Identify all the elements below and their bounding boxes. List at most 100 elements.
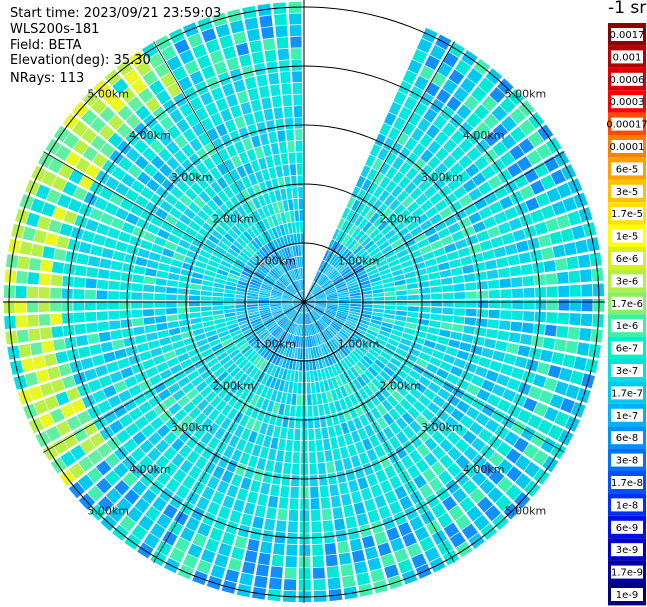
ray-cell — [336, 285, 348, 291]
ray-cell — [453, 308, 466, 316]
ray-cell — [157, 330, 170, 339]
ray-cell — [543, 156, 560, 173]
ray-cell — [359, 254, 371, 264]
ray-cell — [463, 203, 478, 216]
ray-cell — [78, 241, 92, 254]
ray-cell — [344, 253, 355, 263]
ray-cell — [407, 311, 419, 318]
ray-cell — [309, 324, 314, 336]
ray-cell — [39, 382, 54, 397]
ray-cell — [497, 330, 510, 341]
ray-cell — [376, 403, 388, 416]
ray-cell — [189, 306, 201, 313]
ray-cell — [229, 269, 241, 277]
ray-cell — [353, 417, 363, 430]
ray-cell — [191, 393, 204, 406]
ray-cell — [193, 441, 207, 455]
ray-cell — [337, 246, 347, 257]
ray-cell — [393, 243, 406, 254]
ray-cell — [430, 240, 443, 251]
ray-cell — [107, 290, 120, 300]
ray-cell — [293, 440, 301, 452]
ray-cell — [344, 322, 356, 330]
ray-cell — [419, 484, 434, 499]
ray-cell — [179, 459, 194, 474]
ray-cell — [311, 532, 323, 545]
ray-cell — [264, 518, 276, 531]
ray-cell — [376, 417, 388, 430]
ray-cell — [344, 433, 354, 446]
ray-cell — [246, 304, 258, 308]
ray-cell — [360, 310, 373, 315]
ray-cell — [327, 239, 335, 251]
ray-cell — [405, 322, 417, 330]
ray-cell — [339, 446, 350, 459]
ray-cell — [326, 566, 340, 579]
ray-cell — [143, 532, 160, 549]
ray-cell — [464, 362, 478, 374]
ray-cell — [240, 388, 250, 401]
ray-cell — [408, 86, 424, 101]
ray-cell — [289, 405, 296, 417]
ray-cell — [254, 505, 266, 518]
ray-cell — [377, 147, 389, 161]
ray-cell — [430, 307, 443, 314]
ray-cell — [475, 271, 488, 281]
ray-cell — [266, 424, 275, 437]
ray-cell — [149, 374, 163, 386]
ray-cell — [204, 269, 216, 278]
ray-cell — [81, 127, 97, 144]
ray-cell — [495, 495, 512, 512]
ray-cell — [418, 179, 431, 193]
ray-cell — [337, 292, 349, 296]
ray-cell — [485, 418, 500, 433]
ray-cell — [251, 320, 263, 328]
ray-cell — [366, 473, 379, 487]
ray-cell — [202, 244, 214, 254]
ray-cell — [452, 275, 465, 284]
ray-cell — [327, 577, 341, 590]
ray-cell — [460, 255, 473, 266]
ray-cell — [142, 292, 154, 300]
ray-cell — [424, 185, 437, 199]
ray-cell — [442, 79, 458, 95]
ray-cell — [247, 538, 260, 552]
ray-cell — [134, 371, 148, 383]
ray-cell — [15, 285, 27, 299]
ray-cell — [360, 287, 372, 292]
ray-cell — [364, 369, 375, 381]
ray-cell — [538, 390, 554, 405]
ray-cell — [351, 332, 363, 341]
ray-cell — [491, 384, 506, 397]
ray-cell — [148, 251, 161, 262]
ray-cell — [387, 338, 400, 347]
ray-cell — [75, 335, 89, 347]
ray-cell — [293, 302, 304, 305]
ray-cell — [310, 498, 320, 510]
ray-cell — [216, 326, 228, 334]
ray-cell — [150, 215, 164, 228]
ray-cell — [406, 542, 422, 558]
ray-cell — [369, 276, 382, 283]
ray-cell — [354, 327, 366, 335]
ray-cell — [318, 319, 326, 329]
ray-cell — [329, 484, 340, 497]
ray-cell — [285, 369, 292, 381]
ray-cell — [201, 486, 215, 501]
ray-cell — [326, 390, 333, 403]
ray-cell — [361, 236, 372, 248]
ray-cell — [38, 314, 51, 326]
ray-cell — [221, 531, 236, 546]
colorbar-tick-label: 1.7e-6 — [611, 299, 643, 310]
ray-cell — [416, 38, 433, 54]
ray-cell — [293, 302, 304, 306]
ray-cell — [410, 127, 425, 142]
ray-cell — [330, 338, 339, 350]
ray-cell — [241, 428, 252, 441]
ray-cell — [287, 309, 296, 318]
ray-cell — [326, 305, 338, 309]
ray-cell — [60, 451, 77, 468]
ray-cell — [304, 302, 311, 311]
ray-cell — [244, 330, 255, 339]
ray-cell — [145, 332, 159, 342]
